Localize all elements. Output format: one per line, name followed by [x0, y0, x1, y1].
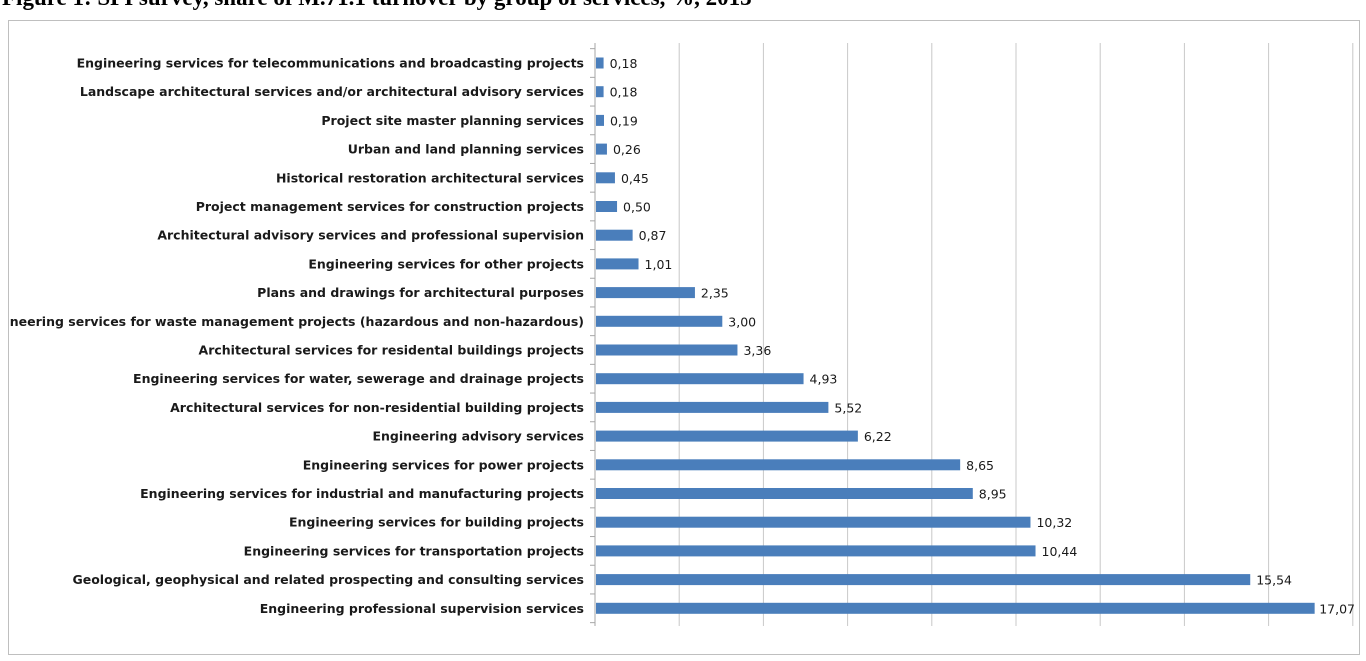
- bar: [596, 114, 604, 126]
- value-label: 6,22: [864, 429, 892, 444]
- value-label: 3,36: [743, 343, 771, 358]
- figure-title: Figure 1: SPI survey, share of M.71.1 tu…: [2, 0, 752, 11]
- bar: [596, 488, 973, 499]
- bar-series: [596, 57, 1315, 614]
- horizontal-bar-chart: Engineering services for telecommunicati…: [9, 43, 1355, 626]
- bar: [596, 602, 1315, 614]
- bar: [596, 57, 604, 69]
- chart-frame: Engineering services for telecommunicati…: [8, 20, 1360, 655]
- bar: [596, 373, 804, 385]
- labels: Engineering services for telecommunicati…: [9, 56, 1355, 617]
- value-label: 0,87: [639, 228, 667, 243]
- category-label: Engineering services for building projec…: [289, 515, 584, 530]
- gridlines: [678, 43, 1354, 626]
- value-label: 4,93: [810, 372, 838, 387]
- bar: [596, 258, 639, 270]
- bar: [596, 545, 1036, 557]
- bar: [596, 459, 961, 471]
- value-label: 0,50: [623, 200, 651, 215]
- value-label: 10,32: [1036, 515, 1072, 530]
- bar: [596, 172, 615, 184]
- category-label: Architectural services for residental bu…: [199, 343, 584, 358]
- bar: [596, 287, 695, 299]
- category-label: Engineering professional supervision ser…: [260, 601, 584, 616]
- category-axis: [590, 43, 596, 626]
- bar: [596, 86, 604, 98]
- category-label: Engineering services for industrial and …: [140, 486, 584, 501]
- bar: [596, 574, 1251, 586]
- bar: [596, 344, 738, 356]
- value-label: 3,00: [728, 314, 756, 329]
- category-label: Urban and land planning services: [348, 142, 584, 157]
- category-label: Landscape architectural services and/or …: [80, 84, 584, 99]
- value-label: 5,52: [834, 400, 862, 415]
- bar: [596, 516, 1031, 528]
- value-label: 2,35: [701, 286, 729, 301]
- category-label: Geological, geophysical and related pros…: [72, 572, 584, 587]
- category-label: Historical restoration architectural ser…: [276, 170, 584, 185]
- value-label: 0,18: [610, 56, 638, 71]
- category-label: Engineering advisory services: [372, 429, 584, 444]
- bar: [596, 201, 618, 212]
- bar: [596, 401, 829, 413]
- bar: [596, 143, 607, 155]
- category-label: Project site master planning services: [321, 113, 584, 128]
- value-label: 0,45: [621, 171, 649, 186]
- bar: [596, 229, 633, 241]
- value-label: 0,19: [610, 113, 638, 128]
- value-label: 0,18: [610, 85, 638, 100]
- category-label: Plans and drawings for architectural pur…: [257, 285, 584, 300]
- value-label: 8,95: [979, 487, 1007, 502]
- category-label: Project management services for construc…: [196, 199, 584, 214]
- value-label: 17,07: [1319, 601, 1355, 616]
- bar: [596, 315, 723, 327]
- value-label: 15,54: [1256, 573, 1292, 588]
- value-label: 1,01: [645, 257, 673, 272]
- value-label: 8,65: [966, 458, 994, 473]
- category-label: Engineering services for power projects: [303, 457, 584, 472]
- category-label: Architectural advisory services and prof…: [157, 228, 584, 243]
- category-label: Engineering services for telecommunicati…: [77, 56, 584, 71]
- value-label: 10,44: [1042, 544, 1078, 559]
- value-label: 0,26: [613, 142, 641, 157]
- category-label: Engineering services for transportation …: [244, 543, 584, 558]
- bar: [596, 430, 858, 442]
- category-label: Architectural services for non-residenti…: [170, 400, 584, 415]
- category-label: Engineering services for waste managemen…: [9, 314, 584, 329]
- category-label: Engineering services for other projects: [308, 256, 584, 271]
- category-label: Engineering services for water, sewerage…: [133, 371, 584, 386]
